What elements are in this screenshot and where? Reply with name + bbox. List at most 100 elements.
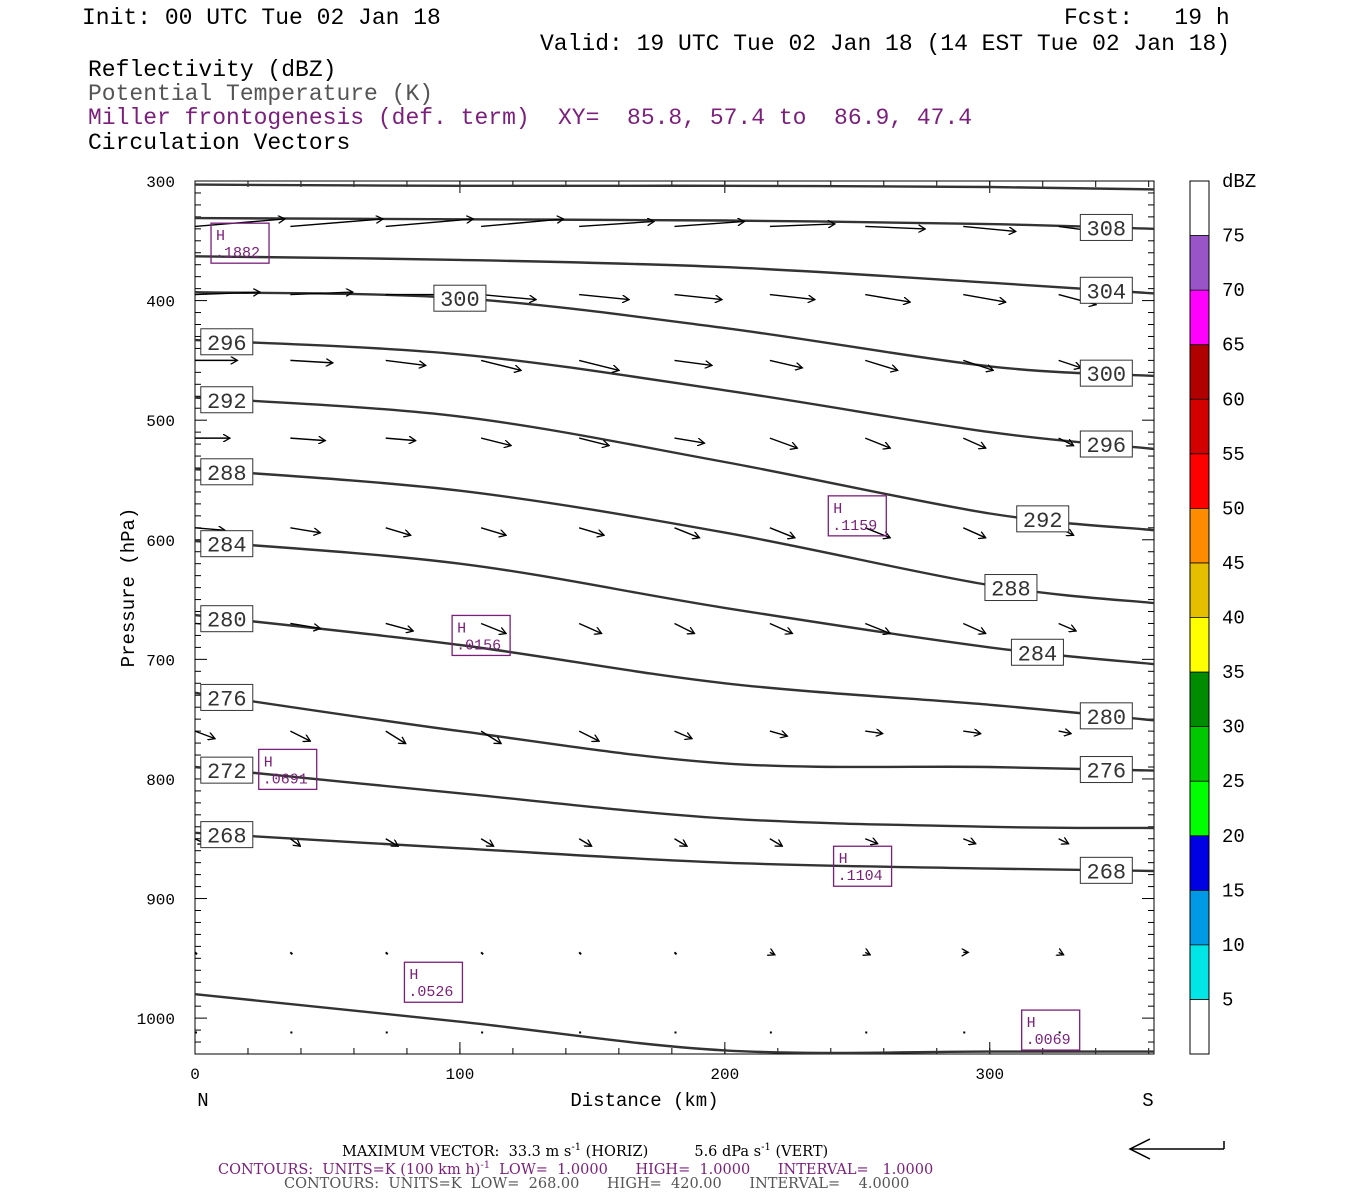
- circulation-vector: [290, 438, 325, 441]
- circulation-vector: [290, 292, 353, 295]
- circulation-vector: [963, 731, 981, 734]
- frontogenesis-max-label: H: [409, 967, 418, 984]
- contour-label: 280: [1087, 706, 1127, 731]
- contour-label: 308: [1087, 217, 1127, 242]
- cross-section-xy: XY= 85.8, 57.4 to 86.9, 47.4: [558, 105, 973, 131]
- frontogenesis-max-box: [258, 748, 318, 791]
- y-tick-label: 300: [146, 174, 175, 192]
- frontogenesis-max-label: H: [264, 754, 273, 771]
- contour-label-box: [1079, 213, 1133, 241]
- circulation-vector: [769, 527, 795, 538]
- contour-label-box: [200, 328, 254, 356]
- theta-contour: [194, 216, 1155, 230]
- colorbar-swatch: [1190, 399, 1209, 454]
- circulation-vector: [674, 359, 713, 365]
- circulation-vector: [290, 527, 320, 533]
- contour-label-box: [1079, 359, 1133, 387]
- circulation-vector: [770, 952, 775, 955]
- circulation-vector: [481, 293, 536, 300]
- circulation-vector: [194, 951, 198, 956]
- theta-contour: [194, 291, 1155, 378]
- circulation-vector: [480, 730, 501, 744]
- contour-label-box: [1079, 276, 1133, 304]
- colorbar-swatch: [1190, 944, 1209, 1000]
- colorbar-label: 50: [1222, 498, 1245, 520]
- frontogenesis-max-label: H: [216, 228, 225, 245]
- theta-contour: [194, 993, 1155, 1055]
- circulation-vector: [481, 219, 563, 228]
- contour-label: 272: [207, 760, 247, 785]
- field-theta: Potential Temperature (K): [88, 81, 434, 107]
- contour-label-box: [1079, 430, 1133, 458]
- contour-label-box: [1079, 702, 1133, 730]
- contour-label: 296: [1087, 434, 1127, 459]
- frontogenesis-max-box: [1021, 1009, 1081, 1051]
- contour-label: 288: [207, 462, 247, 487]
- colorbar-swatch: [1190, 617, 1209, 673]
- contour-label: 296: [207, 332, 247, 357]
- circulation-vector: [962, 527, 986, 538]
- colorbar-label: 30: [1222, 717, 1245, 739]
- colorbar-swatch: [1190, 235, 1209, 291]
- frontogenesis-max-value: .0526: [408, 984, 453, 1001]
- contour-label-box: [200, 683, 254, 711]
- colorbar-label: 40: [1222, 608, 1245, 630]
- contour-label: 300: [440, 288, 480, 313]
- colorbar-title: dBZ: [1222, 171, 1256, 193]
- circulation-vector: [963, 359, 993, 370]
- circulation-vector: [290, 219, 383, 228]
- frontogenesis-max-label: H: [839, 851, 848, 868]
- theta-contour: [194, 255, 1155, 295]
- colorbar-label: 65: [1222, 335, 1245, 357]
- circulation-vector: [865, 952, 870, 955]
- circulation-vector: [1058, 622, 1077, 631]
- y-axis-label: Pressure (hPa): [118, 508, 140, 668]
- contour-label-box: [200, 756, 254, 784]
- x-axis-north-label: N: [197, 1090, 208, 1112]
- circulation-vector: [865, 226, 925, 229]
- circulation-vector: [578, 527, 604, 536]
- colorbar-label: 60: [1222, 389, 1245, 411]
- colorbar-swatch: [1190, 562, 1209, 618]
- y-tick-label: 800: [146, 772, 175, 790]
- y-tick-label: 500: [146, 413, 175, 431]
- circulation-vector: [480, 951, 484, 956]
- circulation-vector: [673, 951, 678, 956]
- contour-label: 276: [1087, 760, 1127, 785]
- contour-label: 276: [207, 687, 247, 712]
- colorbar-swatch: [1190, 890, 1209, 945]
- circulation-vector: [769, 359, 803, 368]
- circulation-vector: [290, 360, 333, 363]
- contour-label: 292: [207, 390, 247, 415]
- colorbar-label: 75: [1222, 226, 1245, 248]
- colorbar-label: 45: [1222, 553, 1245, 575]
- circulation-vector: [578, 838, 592, 847]
- field-circulation: Circulation Vectors: [88, 130, 351, 156]
- y-tick-label: 1000: [137, 1011, 175, 1029]
- contour-label-box: [433, 284, 487, 312]
- footer-contours-frontogenesis: CONTOURS: UNITS=K (100 km h)-1 LOW= 1.00…: [218, 1160, 934, 1178]
- colorbar-label: 55: [1222, 444, 1245, 466]
- theta-contour: [194, 831, 1155, 873]
- circulation-vector: [674, 293, 723, 300]
- circulation-vector: [578, 359, 619, 370]
- frontogenesis-max-value: .1882: [215, 245, 260, 262]
- theta-contour: [194, 183, 1155, 191]
- contour-label: 284: [1018, 642, 1058, 667]
- colorbar-label: 15: [1222, 880, 1245, 902]
- circulation-vector: [963, 293, 1006, 303]
- field-reflectivity: Reflectivity (dBZ): [88, 57, 337, 83]
- circulation-vector: [290, 730, 310, 741]
- circulation-vector: [289, 838, 300, 847]
- contour-label: 300: [1087, 363, 1127, 388]
- circulation-vector: [578, 951, 582, 956]
- theta-contour: [194, 765, 1155, 830]
- contour-label-box: [200, 458, 254, 486]
- circulation-vector: [674, 622, 695, 633]
- circulation-vector: [674, 730, 693, 739]
- y-tick-label: 600: [146, 533, 175, 551]
- circulation-vector: [579, 293, 629, 300]
- colorbar-label: 10: [1222, 935, 1245, 957]
- circulation-vector: [769, 224, 835, 227]
- contour-label: 304: [1087, 280, 1127, 305]
